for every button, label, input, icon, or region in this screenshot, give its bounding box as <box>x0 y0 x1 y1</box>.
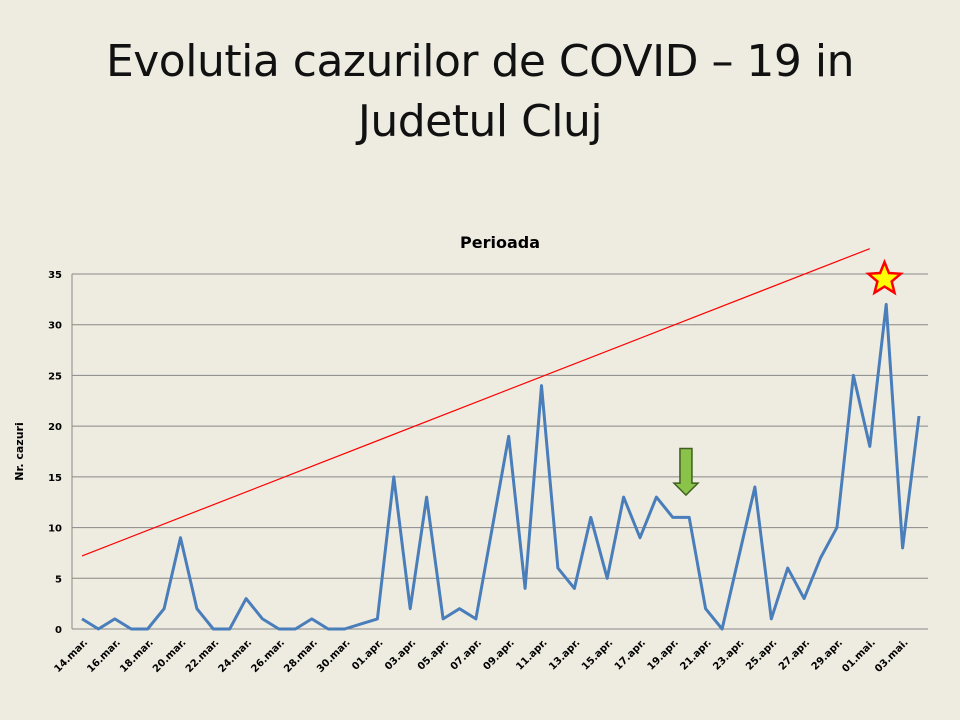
slide-title-line1: Evolutia cazurilor de COVID – 19 in <box>105 36 855 87</box>
series-line <box>81 302 921 631</box>
y-tick-label: 0 <box>55 625 62 636</box>
x-tick-label: 09.apr. <box>482 637 517 672</box>
x-tick-label: 19.apr. <box>646 637 681 672</box>
x-tick-label: 24.mar. <box>217 637 255 675</box>
y-tick-label: 15 <box>48 473 62 484</box>
x-tick-label: 28.mar. <box>282 637 320 675</box>
x-tick-label: 11.apr. <box>514 637 549 672</box>
x-tick-label: 14.mar. <box>53 637 91 675</box>
x-tick-label: 23.apr. <box>711 637 746 672</box>
x-tick-label: 03.mai. <box>873 637 911 675</box>
slide-title: Evolutia cazurilor de COVID – 19 in Jude… <box>0 32 960 152</box>
chart-title: Perioada <box>460 233 540 252</box>
y-tick-label: 5 <box>55 574 62 585</box>
x-tick-label: 25.apr. <box>744 637 779 672</box>
x-tick-label: 15.apr. <box>580 637 615 672</box>
trend-line <box>81 248 870 557</box>
x-tick-label: 07.apr. <box>449 637 484 672</box>
x-tick-label: 05.apr. <box>416 637 451 672</box>
y-tick-label: 20 <box>48 422 62 433</box>
x-tick-label: 13.apr. <box>547 637 582 672</box>
x-tick-label: 20.mar. <box>151 637 189 675</box>
x-tick-label: 26.mar. <box>249 637 287 675</box>
x-tick-label: 17.apr. <box>613 637 648 672</box>
x-tick-label: 22.mar. <box>184 637 222 675</box>
star-icon <box>865 258 904 296</box>
x-tick-label: 01.mai. <box>840 637 878 675</box>
y-tick-label: 30 <box>48 321 62 332</box>
x-tick-label: 16.mar. <box>85 637 123 675</box>
x-tick-label: 21.apr. <box>678 637 713 672</box>
x-tick-label: 01.apr. <box>350 637 385 672</box>
x-tick-label: 30.mar. <box>315 637 353 675</box>
y-tick-label: 35 <box>48 270 62 281</box>
slide-title-line2: Judetul Cluj <box>357 96 603 147</box>
x-tick-label: 27.apr. <box>777 637 812 672</box>
y-axis-label: Nr. cazuri <box>13 422 26 480</box>
down-arrow-icon <box>672 447 700 497</box>
x-tick-label: 03.apr. <box>383 637 418 672</box>
x-tick-label: 18.mar. <box>118 637 156 675</box>
y-tick-label: 25 <box>48 371 62 382</box>
y-tick-label: 10 <box>48 524 62 535</box>
